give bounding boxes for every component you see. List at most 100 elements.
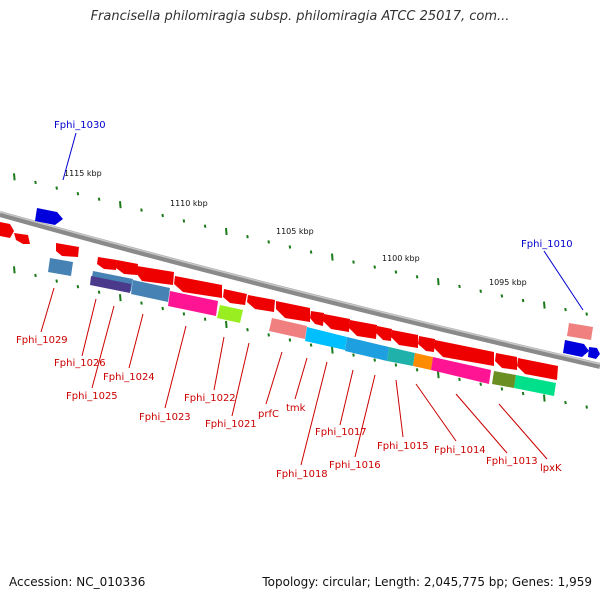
outer-tick-6 [140, 208, 143, 212]
inner-tick-25 [543, 394, 546, 402]
gene-fphi-1018-bar[interactable] [305, 327, 347, 350]
gene-lpxk-bar[interactable] [514, 375, 556, 396]
label-fphi-1021[interactable]: Fphi_1021 [205, 419, 257, 430]
gene-fphi-1023-bar[interactable] [168, 291, 218, 316]
inner-tick-18 [394, 363, 398, 367]
inner-tick-6 [140, 301, 143, 305]
gene-fphi-1014a-bar[interactable] [413, 353, 433, 370]
gene-fphi-1015-bar[interactable] [387, 347, 415, 366]
leader-prfc [265, 351, 283, 405]
gene-red-10[interactable] [276, 301, 310, 322]
gene-fphi-1024-bar[interactable] [131, 280, 170, 302]
leader-fphi-1022 [213, 336, 225, 391]
outer-tick-27 [585, 312, 588, 316]
inner-tick-24 [521, 391, 525, 396]
gene-red-3[interactable] [56, 243, 79, 257]
gene-red-15[interactable] [391, 330, 418, 348]
label-fphi-1017[interactable]: Fphi_1017 [315, 427, 367, 438]
gene-red-14[interactable] [376, 326, 392, 341]
gene-red-1[interactable] [0, 222, 14, 238]
gene-prfc-bar[interactable] [269, 318, 307, 339]
gene-fphi-1025-bar[interactable] [90, 276, 131, 293]
gene-fphi-1010-bar[interactable] [567, 323, 593, 340]
label-prfc[interactable]: prfC [258, 409, 279, 420]
label-tmk[interactable]: tmk [286, 403, 306, 414]
gene-fphi-1017-bar[interactable] [345, 337, 389, 361]
scale-label-1105: 1105 kbp [276, 227, 314, 236]
outer-tick-21 [458, 284, 461, 289]
leader-lines [40, 132, 584, 466]
leader-fphi-1013 [455, 393, 508, 454]
label-fphi-1015[interactable]: Fphi_1015 [377, 441, 429, 452]
label-fphi-1026[interactable]: Fphi_1026 [54, 358, 106, 369]
gene-red-16[interactable] [418, 336, 435, 352]
gene-red-13[interactable] [349, 320, 377, 339]
label-fphi-1010[interactable]: Fphi_1010 [521, 239, 573, 250]
label-fphi-1018[interactable]: Fphi_1018 [276, 469, 328, 480]
gene-red-18[interactable] [495, 353, 517, 370]
inner-tick-9 [203, 317, 207, 321]
genome-backbone-highlight [0, 211, 600, 365]
inner-tick-17 [373, 358, 376, 362]
outer-tick-14 [309, 250, 313, 254]
outer-tick-1 [34, 180, 37, 185]
gene-red-6[interactable] [136, 266, 174, 285]
gene-red-7[interactable] [174, 276, 222, 298]
label-lpxk[interactable]: lpxK [540, 463, 562, 474]
genome-summary: Topology: circular; Length: 2,045,775 bp… [262, 575, 592, 589]
inner-tick-13 [288, 338, 292, 342]
gene-fphi-1010-arrow[interactable] [563, 340, 589, 357]
label-fphi-1013[interactable]: Fphi_1013 [486, 456, 538, 467]
outer-tick-25 [543, 301, 546, 309]
leader-fphi-1021 [231, 342, 250, 417]
gene-red-17[interactable] [434, 340, 494, 366]
leader-fphi-1016 [354, 374, 376, 458]
label-fphi-1023[interactable]: Fphi_1023 [139, 412, 191, 423]
outer-tick-2 [55, 186, 58, 190]
gene-fphi-1014-bar[interactable] [431, 357, 491, 384]
map-title: Francisella philomiragia subsp. philomir… [90, 9, 510, 24]
leader-lpxk [498, 403, 548, 460]
inner-tick-27 [585, 405, 588, 409]
leader-tmk [294, 357, 308, 400]
label-fphi-1025[interactable]: Fphi_1025 [66, 391, 118, 402]
gene-red-4[interactable] [97, 257, 117, 270]
outer-tick-13 [288, 245, 292, 249]
outer-tick-9 [203, 224, 207, 228]
label-fphi-1030[interactable]: Fphi_1030 [54, 120, 106, 131]
gene-red-5[interactable] [116, 260, 138, 275]
label-fphi-1024[interactable]: Fphi_1024 [103, 372, 155, 383]
gene-fphi-1022-bar[interactable] [217, 305, 243, 323]
gene-red-19[interactable] [517, 358, 558, 380]
gene-fphi-1029-bar[interactable] [48, 258, 73, 276]
outer-tick-0 [13, 173, 16, 181]
leader-fphi-1025 [91, 305, 115, 389]
outer-tick-5 [119, 201, 122, 209]
inner-tick-21 [458, 377, 461, 382]
leader-fphi-1017 [339, 369, 354, 426]
inner-tick-10 [225, 320, 228, 329]
gene-fphi-1030-arrow[interactable] [35, 208, 63, 225]
leader-fphi-1026 [81, 298, 97, 357]
gene-red-2[interactable] [14, 233, 30, 244]
gene-right-edge-arrow[interactable] [588, 347, 600, 359]
gene-red-8[interactable] [223, 289, 247, 305]
outer-tick-8 [182, 219, 186, 223]
label-fphi-1022[interactable]: Fphi_1022 [184, 393, 236, 404]
inner-tick-16 [352, 353, 355, 357]
outer-tick-16 [352, 260, 355, 264]
label-fphi-1016[interactable]: Fphi_1016 [329, 460, 381, 471]
gene-red-9[interactable] [247, 295, 275, 312]
label-fphi-1014[interactable]: Fphi_1014 [434, 445, 486, 456]
gene-fphi-1013-bar[interactable] [492, 371, 516, 388]
scale-label-1100: 1100 kbp [382, 254, 420, 263]
outer-tick-17 [373, 265, 376, 269]
label-fphi-1029[interactable]: Fphi_1029 [16, 335, 68, 346]
inner-tick-5 [119, 294, 122, 302]
gene-red-11[interactable] [310, 311, 324, 326]
outer-scale-ticks [13, 173, 588, 316]
gene-red-12[interactable] [323, 314, 350, 332]
inner-tick-8 [182, 312, 186, 316]
outer-tick-3 [76, 192, 80, 196]
